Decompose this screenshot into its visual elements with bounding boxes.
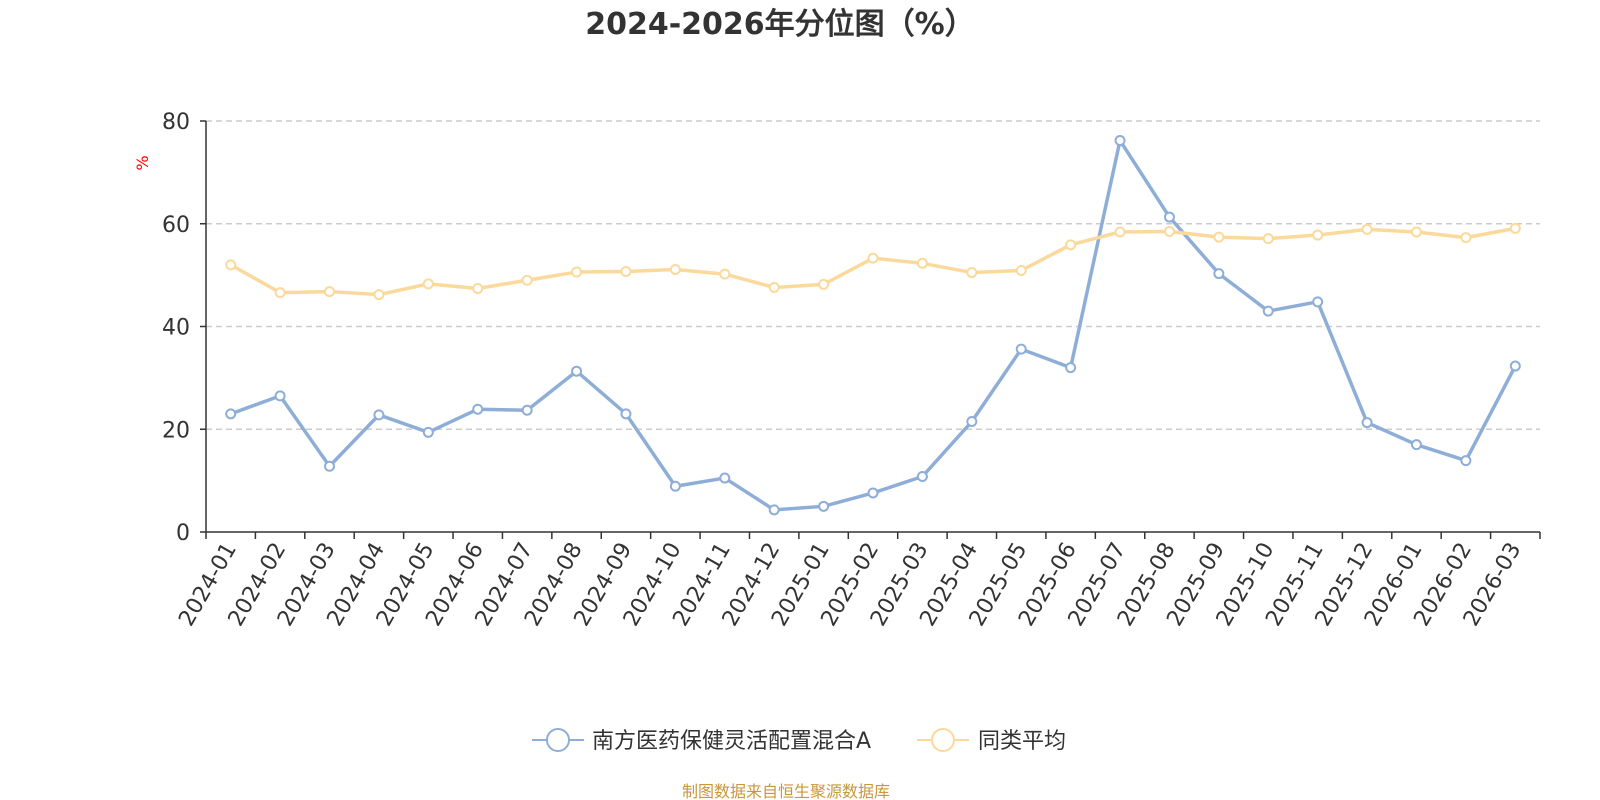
legend-item-0[interactable]: 南方医药保健灵活配置混合A bbox=[532, 728, 871, 754]
series-0-point[interactable] bbox=[274, 390, 286, 402]
source-note: 制图数据来自恒生聚源数据库 bbox=[682, 782, 890, 800]
series-1-point[interactable] bbox=[1163, 225, 1175, 237]
series-0-point[interactable] bbox=[1015, 343, 1027, 355]
series-1-point[interactable] bbox=[1460, 232, 1472, 244]
series-0-point[interactable] bbox=[620, 408, 632, 420]
series-0-point[interactable] bbox=[521, 404, 533, 416]
series-0-point[interactable] bbox=[966, 416, 978, 428]
series-1-point[interactable] bbox=[472, 282, 484, 294]
series-0-point[interactable] bbox=[571, 365, 583, 377]
legend-marker bbox=[931, 728, 955, 752]
y-tick-label: 60 bbox=[162, 213, 190, 238]
series-0-point[interactable] bbox=[669, 480, 681, 492]
series-0-point[interactable] bbox=[768, 504, 780, 516]
series-1-point[interactable] bbox=[1509, 222, 1521, 234]
series-0-point[interactable] bbox=[1312, 296, 1324, 308]
series-line-0 bbox=[228, 138, 1518, 512]
series-1-point[interactable] bbox=[1114, 226, 1126, 238]
series-1-point[interactable] bbox=[669, 263, 681, 275]
series-1-point[interactable] bbox=[1312, 229, 1324, 241]
series-0-point[interactable] bbox=[324, 460, 336, 472]
series-1-point[interactable] bbox=[422, 278, 434, 290]
series-1-point[interactable] bbox=[620, 266, 632, 278]
series-0-point[interactable] bbox=[1460, 455, 1472, 467]
series-1-point[interactable] bbox=[274, 287, 286, 299]
grid-layer bbox=[206, 120, 1540, 430]
series-0-point[interactable] bbox=[1361, 417, 1373, 429]
legend-marker bbox=[546, 728, 570, 752]
series-1-point[interactable] bbox=[719, 268, 731, 280]
series-0-point[interactable] bbox=[373, 409, 385, 421]
series-1-point[interactable] bbox=[521, 274, 533, 286]
y-axis-unit-label: % bbox=[133, 155, 152, 170]
chart-title: 2024-2026年分位图（%） bbox=[585, 7, 975, 42]
series-1-point[interactable] bbox=[966, 267, 978, 279]
legend-label: 同类平均 bbox=[978, 729, 1066, 754]
series-0-point[interactable] bbox=[916, 471, 928, 483]
series-0-point[interactable] bbox=[1065, 362, 1077, 374]
series-1-point[interactable] bbox=[571, 266, 583, 278]
series-0-point[interactable] bbox=[867, 487, 879, 499]
series-1-point[interactable] bbox=[1065, 239, 1077, 251]
y-tick-label: 0 bbox=[176, 521, 190, 546]
series-0-point[interactable] bbox=[1213, 268, 1225, 280]
legend-label: 南方医药保健灵活配置混合A bbox=[592, 729, 871, 754]
series-1-point[interactable] bbox=[1361, 223, 1373, 235]
series-0-point[interactable] bbox=[472, 403, 484, 415]
series-layer bbox=[225, 135, 1521, 516]
series-0-point[interactable] bbox=[1509, 360, 1521, 372]
series-1-point[interactable] bbox=[1015, 265, 1027, 277]
series-0-point[interactable] bbox=[225, 408, 237, 420]
series-1-point[interactable] bbox=[373, 289, 385, 301]
series-0-point[interactable] bbox=[422, 426, 434, 438]
series-1-point[interactable] bbox=[818, 278, 830, 290]
series-0-point[interactable] bbox=[1163, 211, 1175, 223]
y-tick-label: 20 bbox=[162, 418, 190, 443]
axis-layer: 0204060802024-012024-022024-032024-04202… bbox=[162, 110, 1541, 631]
series-1-point[interactable] bbox=[916, 257, 928, 269]
series-1-point[interactable] bbox=[1262, 233, 1274, 245]
y-tick-label: 80 bbox=[162, 110, 190, 135]
series-0-point[interactable] bbox=[818, 500, 830, 512]
series-1-point[interactable] bbox=[768, 281, 780, 293]
legend-item-1[interactable]: 同类平均 bbox=[917, 728, 1066, 754]
series-1-point[interactable] bbox=[1410, 226, 1422, 238]
series-0-point[interactable] bbox=[1262, 305, 1274, 317]
series-0-point[interactable] bbox=[719, 472, 731, 484]
series-0-point[interactable] bbox=[1410, 439, 1422, 451]
y-tick-label: 40 bbox=[162, 316, 190, 341]
series-0-point[interactable] bbox=[1114, 135, 1126, 147]
legend: 南方医药保健灵活配置混合A 同类平均 bbox=[532, 728, 1066, 754]
series-1-point[interactable] bbox=[1213, 231, 1225, 243]
series-1-point[interactable] bbox=[324, 286, 336, 298]
series-1-point[interactable] bbox=[867, 252, 879, 264]
series-1-point[interactable] bbox=[225, 259, 237, 271]
